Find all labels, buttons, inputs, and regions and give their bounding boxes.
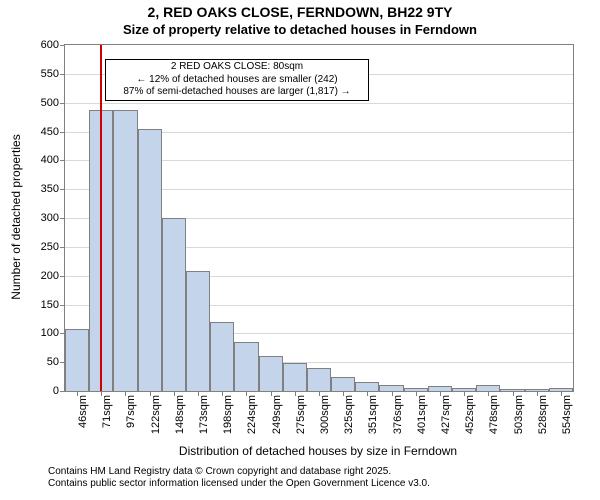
property-marker-line — [100, 45, 102, 391]
histogram-bar — [65, 329, 89, 391]
histogram-bar — [234, 342, 258, 391]
annotation-box: 2 RED OAKS CLOSE: 80sqm← 12% of detached… — [105, 59, 369, 101]
y-axis-label: Number of detached properties — [9, 134, 23, 299]
histogram-bar — [355, 382, 379, 391]
annotation-line: 87% of semi-detached houses are larger (… — [109, 86, 365, 99]
grid-line — [65, 103, 573, 104]
x-axis-label: Distribution of detached houses by size … — [179, 444, 457, 458]
x-tick-label: 325sqm — [343, 395, 355, 434]
x-tick-label: 300sqm — [319, 395, 331, 434]
x-tick-label: 427sqm — [440, 395, 452, 434]
attribution-footer: Contains HM Land Registry data © Crown c… — [48, 466, 430, 489]
histogram-bar — [186, 271, 210, 391]
x-tick-label: 148sqm — [174, 395, 186, 434]
footer-line-2: Contains public sector information licen… — [48, 478, 430, 490]
annotation-line: ← 12% of detached houses are smaller (24… — [109, 74, 365, 87]
histogram-bar — [307, 368, 331, 391]
y-tick-label: 0 — [53, 385, 65, 397]
y-tick-label: 400 — [41, 154, 65, 166]
x-tick-label: 198sqm — [222, 395, 234, 434]
y-tick-label: 450 — [41, 126, 65, 138]
y-tick-label: 600 — [41, 39, 65, 51]
y-tick-label: 100 — [41, 327, 65, 339]
y-tick-label: 200 — [41, 270, 65, 282]
x-tick-label: 97sqm — [125, 395, 137, 428]
plot-area: 05010015020025030035040045050055060046sq… — [64, 44, 574, 392]
histogram-bar — [259, 356, 283, 391]
y-tick-label: 350 — [41, 183, 65, 195]
x-tick-label: 503sqm — [513, 395, 525, 434]
x-tick-label: 351sqm — [367, 395, 379, 434]
histogram-bar — [113, 110, 137, 391]
x-tick-label: 173sqm — [198, 395, 210, 434]
x-tick-label: 478sqm — [488, 395, 500, 434]
y-tick-label: 550 — [41, 68, 65, 80]
y-tick-label: 500 — [41, 97, 65, 109]
x-tick-label: 554sqm — [561, 395, 573, 434]
x-tick-label: 224sqm — [246, 395, 258, 434]
y-tick-label: 250 — [41, 241, 65, 253]
histogram-bar — [162, 218, 186, 391]
y-tick-label: 50 — [47, 356, 65, 368]
histogram-bar — [283, 363, 307, 391]
x-tick-label: 122sqm — [150, 395, 162, 434]
x-tick-label: 71sqm — [101, 395, 113, 428]
y-tick-label: 300 — [41, 212, 65, 224]
x-tick-label: 249sqm — [271, 395, 283, 434]
histogram-bar — [331, 377, 355, 391]
x-tick-label: 452sqm — [464, 395, 476, 434]
footer-line-1: Contains HM Land Registry data © Crown c… — [48, 466, 430, 478]
x-tick-label: 401sqm — [416, 395, 428, 434]
chart-root: 2, RED OAKS CLOSE, FERNDOWN, BH22 9TY Si… — [0, 0, 600, 500]
x-tick-label: 376sqm — [392, 395, 404, 434]
chart-title: 2, RED OAKS CLOSE, FERNDOWN, BH22 9TY — [0, 4, 600, 20]
y-tick-label: 150 — [41, 299, 65, 311]
histogram-bar — [138, 129, 162, 391]
chart-subtitle: Size of property relative to detached ho… — [0, 22, 600, 37]
histogram-bar — [210, 322, 234, 391]
x-tick-label: 46sqm — [77, 395, 89, 428]
x-tick-label: 528sqm — [537, 395, 549, 434]
x-tick-label: 275sqm — [295, 395, 307, 434]
annotation-line: 2 RED OAKS CLOSE: 80sqm — [109, 61, 365, 74]
